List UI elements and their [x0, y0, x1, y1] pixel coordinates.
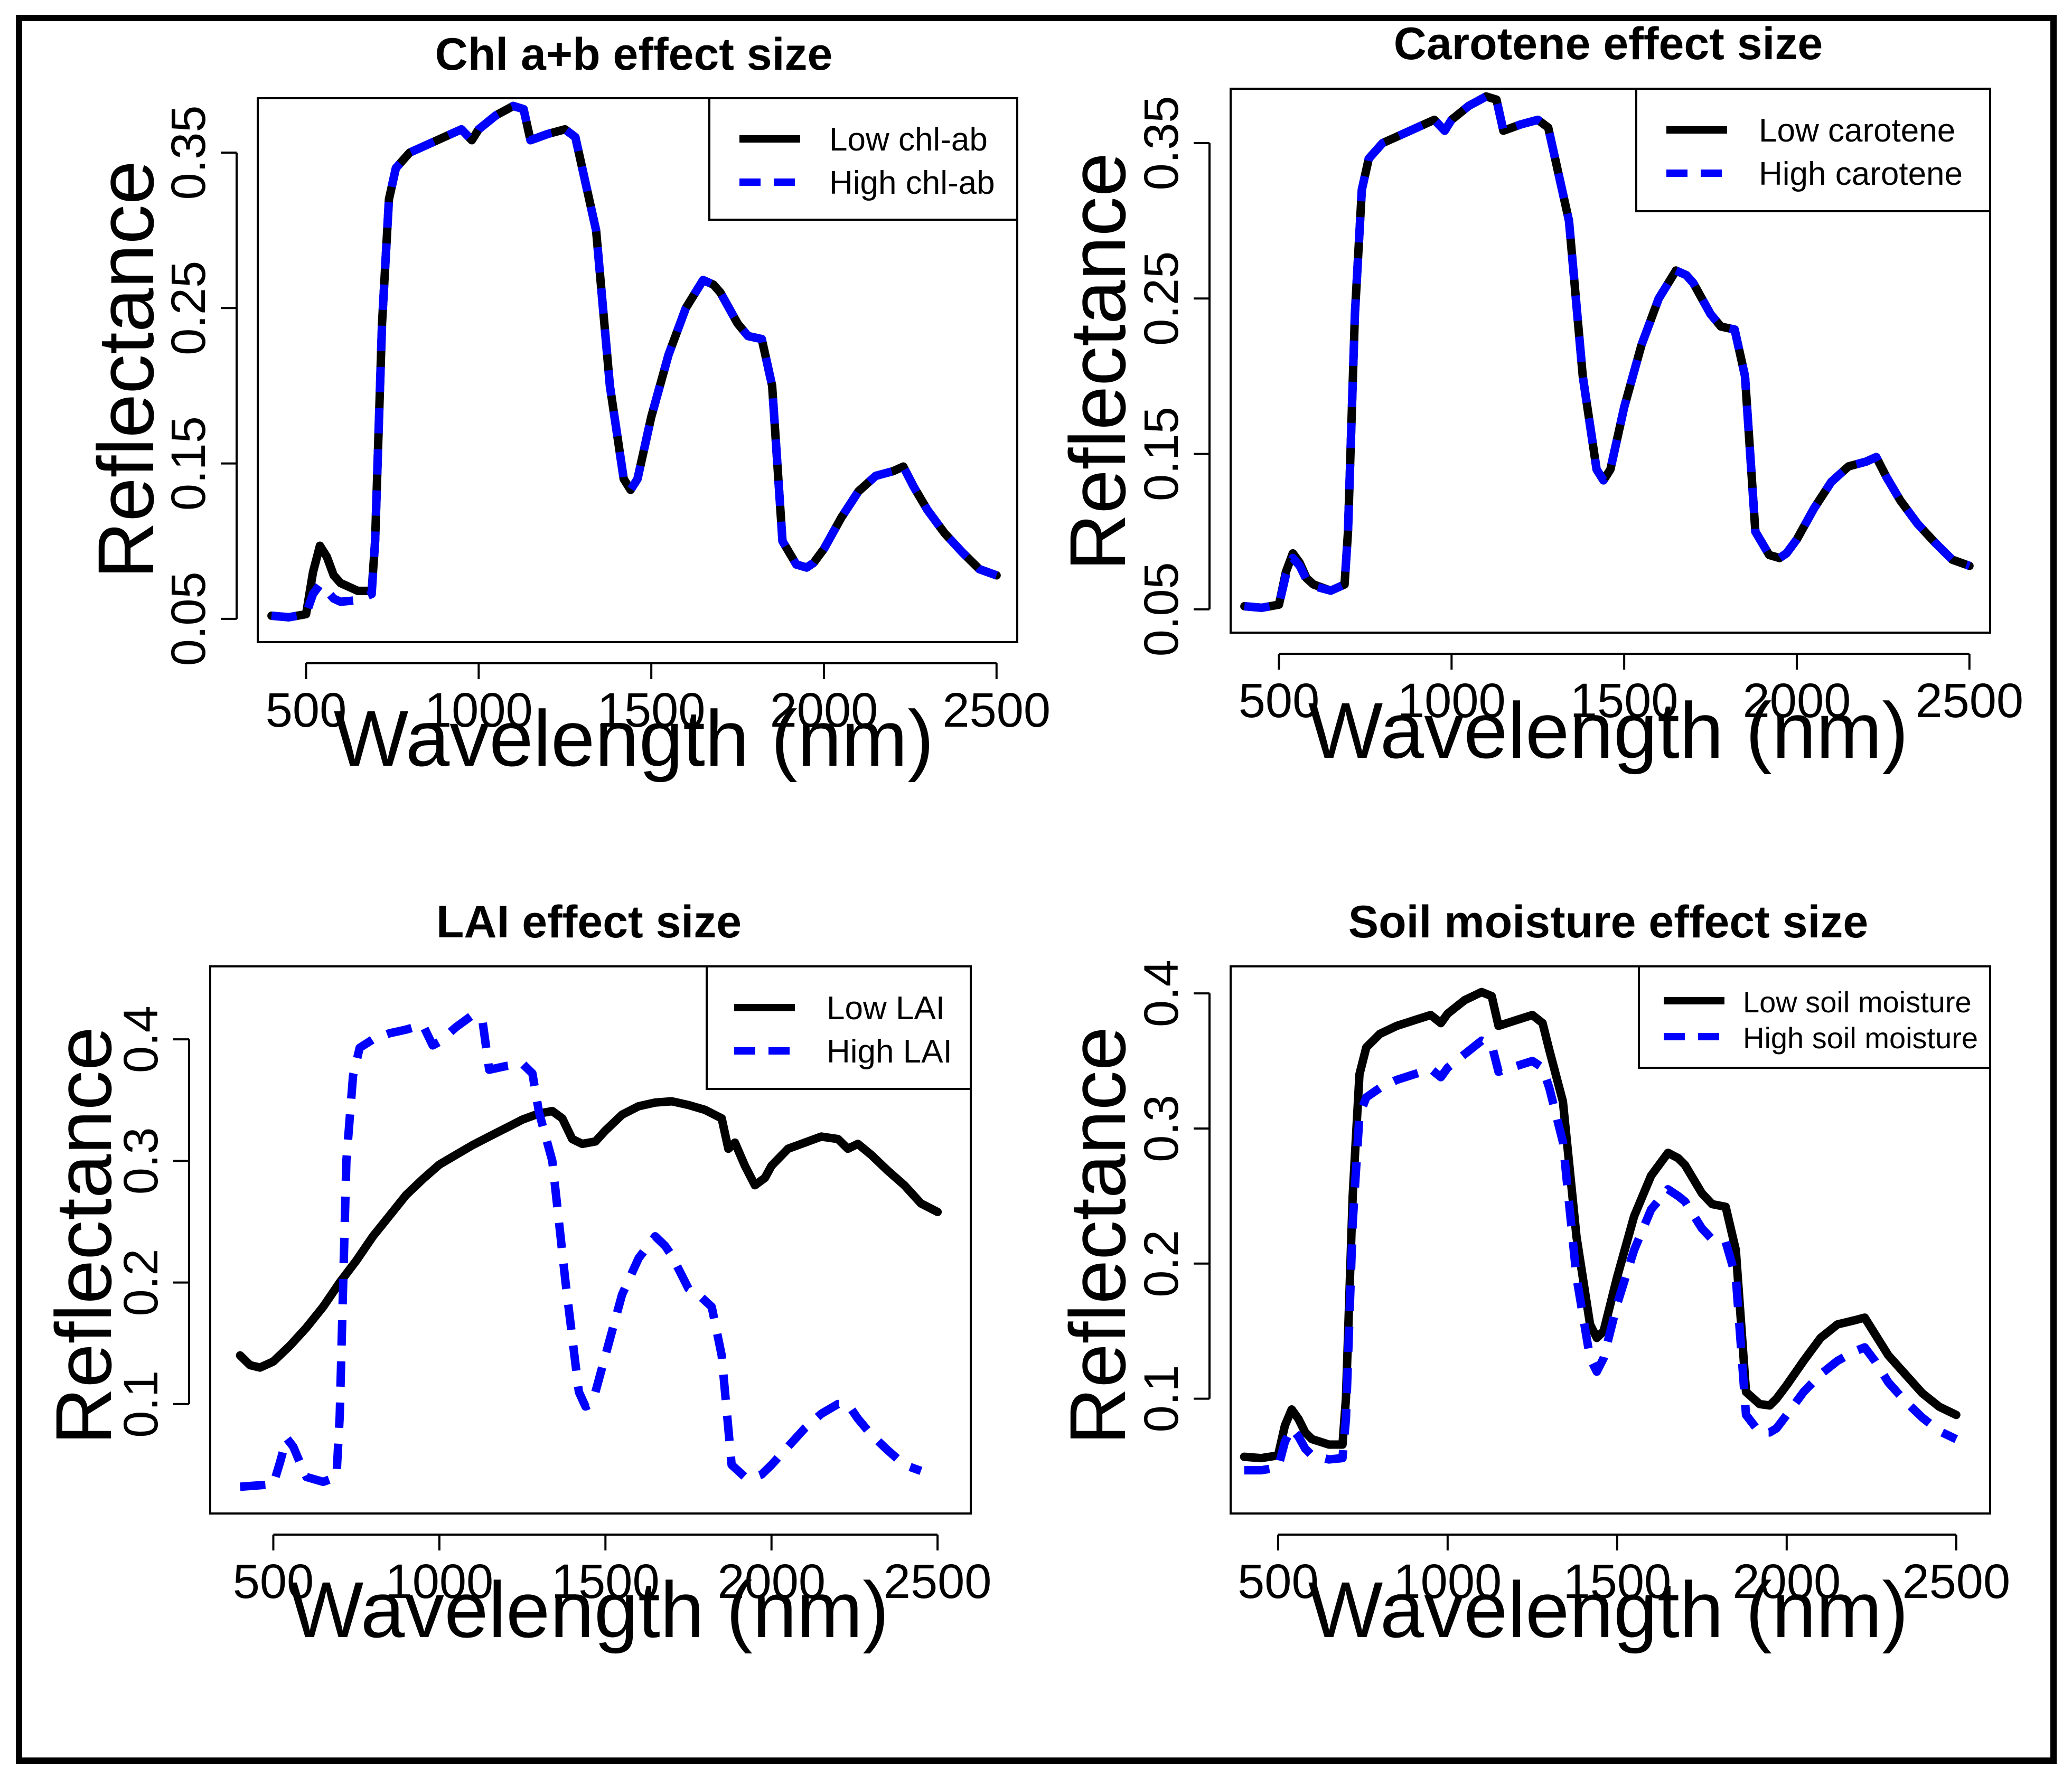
panel-4-y-tick-label: 0.1 — [1135, 1365, 1188, 1433]
panel-2-x-axis: 500 1000 1500 2000 2500 — [1239, 653, 2023, 728]
panel-3-series — [236, 1011, 942, 1491]
panel-1-x-tick-label: 1000 — [425, 683, 533, 737]
panel-4-x-tick-label: 1000 — [1394, 1555, 1502, 1609]
panel-1-legend-high-label: High chl-ab — [829, 165, 995, 201]
panel-4-series — [1240, 988, 1961, 1475]
panel-4-title: Soil moisture effect size — [1348, 897, 1869, 947]
panel-2-legend: Low carotene High carotene — [1635, 88, 1991, 212]
panel-3-legend: Low LAI High LAI — [706, 965, 972, 1090]
panel-4-x-tick-label: 500 — [1237, 1555, 1319, 1609]
panel-3-x-tick-label: 2500 — [884, 1555, 992, 1609]
panel-3-plot-frame — [209, 965, 972, 1515]
panel-3-x-tick-label: 1500 — [551, 1555, 660, 1609]
panel-1-legend-low-label: Low chl-ab — [829, 121, 988, 158]
panel-2-series — [1240, 92, 1974, 612]
panel-2-y-tick-label: 0.35 — [1135, 96, 1188, 190]
panel-4-y-tick-label: 0.3 — [1135, 1095, 1188, 1162]
panel-4-y-tick-label: 0.4 — [1135, 960, 1188, 1027]
panel-2-y-axis-label: Reflectance — [1053, 153, 1142, 571]
panel-2-x-tick-label: 2000 — [1743, 674, 1851, 728]
panel-1-y-axis: 0.05 0.15 0.25 0.35 — [162, 105, 238, 666]
panel-4-series-high-line — [1244, 1036, 1958, 1475]
panel-2-title: Carotene effect size — [1394, 18, 1823, 69]
panel-1-y-axis-label: Reflectance — [81, 161, 170, 579]
panel-3-x-tick-label: 2000 — [717, 1555, 826, 1609]
outer-border — [16, 15, 2057, 1764]
panel-4-plot-frame — [1230, 965, 1991, 1515]
panel-3-legend-low-label: Low LAI — [827, 990, 945, 1027]
panel-3-x-tick-label: 500 — [233, 1555, 314, 1609]
panel-1-y-tick-label: 0.05 — [162, 571, 215, 666]
panel-1-series — [267, 101, 1001, 622]
panel-4-legend-high-label: High soil moisture — [1743, 1021, 1978, 1055]
panel-1-x-tick-label: 1500 — [597, 683, 706, 737]
panel-1-x-tick-label: 500 — [266, 683, 347, 737]
panel-lai: LAI effect size 0.1 0.2 0.3 0.4 500 1000 1500… — [39, 897, 991, 1654]
panel-1-legend: Low chl-ab High chl-ab — [708, 97, 1018, 221]
panel-1-y-tick-label: 0.35 — [162, 105, 215, 200]
panel-4-legend: Low soil moisture High soil moisture — [1638, 965, 1991, 1069]
panel-3-y-axis-label: Reflectance — [39, 1027, 128, 1445]
panel-1-x-axis-label: Wavelength (nm) — [334, 694, 934, 783]
panel-2-series-high-line — [1244, 92, 1971, 612]
panel-2-x-tick-label: 500 — [1239, 674, 1320, 728]
panel-3-title: LAI effect size — [436, 897, 742, 947]
panel-3-series-high-line — [239, 1011, 923, 1491]
panel-2-y-tick-label: 0.25 — [1135, 251, 1188, 346]
panel-4-y-axis: 0.1 0.2 0.3 0.4 — [1135, 960, 1211, 1433]
panel-1-x-tick-label: 2000 — [770, 683, 878, 737]
panel-chl-ab: Chl a+b effect size 0.05 0.15 0.25 0.35 500… — [81, 29, 1051, 783]
panel-4-x-axis: 500 1000 1500 2000 2500 — [1237, 1534, 2010, 1609]
panel-3-x-axis: 500 1000 1500 2000 2500 — [233, 1534, 992, 1609]
panel-2-y-tick-label: 0.05 — [1135, 562, 1188, 656]
panel-1-x-tick-label: 2500 — [942, 683, 1051, 737]
panel-soil-moisture: Soil moisture effect size 0.1 0.2 0.3 0.4 5… — [1053, 897, 2010, 1654]
panel-4-legend-low-label: Low soil moisture — [1743, 985, 1972, 1019]
panel-carotene: Carotene effect size 0.05 0.15 0.25 0.35 50… — [1053, 18, 2023, 775]
panel-1-y-tick-label: 0.25 — [162, 261, 215, 355]
panel-4-y-tick-label: 0.2 — [1135, 1230, 1188, 1298]
panel-3-y-tick-label: 0.3 — [114, 1127, 168, 1195]
panel-1-legend-box — [708, 97, 1018, 221]
panel-2-y-axis: 0.05 0.15 0.25 0.35 — [1135, 96, 1211, 656]
panel-4-x-tick-label: 2500 — [1902, 1555, 2010, 1609]
panel-2-x-axis-label: Wavelength (nm) — [1308, 686, 1909, 775]
panel-3-x-tick-label: 1000 — [386, 1555, 494, 1609]
panel-2-legend-box — [1635, 88, 1991, 212]
panel-3-y-axis: 0.1 0.2 0.3 0.4 — [114, 1005, 190, 1438]
panel-3-y-tick-label: 0.4 — [114, 1005, 168, 1073]
panel-4-x-tick-label: 1500 — [1563, 1555, 1672, 1609]
panel-3-series-low-line — [236, 1097, 942, 1372]
panel-4-legend-box — [1638, 965, 1991, 1069]
panel-1-y-tick-label: 0.15 — [162, 416, 215, 511]
panel-4-x-tick-label: 2000 — [1732, 1555, 1841, 1609]
panel-3-legend-box — [706, 965, 972, 1090]
panel-2-x-tick-label: 2500 — [1915, 674, 2023, 728]
panel-1-x-axis: 500 1000 1500 2000 2500 — [266, 662, 1051, 737]
panel-4-x-axis-label: Wavelength (nm) — [1308, 1565, 1909, 1654]
panel-1-plot-frame — [257, 97, 1018, 643]
panel-2-x-tick-label: 1500 — [1570, 674, 1679, 728]
panel-1-title: Chl a+b effect size — [435, 29, 833, 80]
panel-2-y-tick-label: 0.15 — [1135, 407, 1188, 501]
panel-2-x-tick-label: 1000 — [1398, 674, 1506, 728]
panel-1-series-high-line — [271, 101, 998, 622]
panel-3-y-tick-label: 0.1 — [114, 1370, 168, 1438]
panel-3-legend-high-label: High LAI — [827, 1033, 952, 1070]
panel-2-legend-low-label: Low carotene — [1759, 112, 1955, 149]
panel-4-y-axis-label: Reflectance — [1053, 1027, 1142, 1445]
panel-2-legend-high-label: High carotene — [1759, 156, 1963, 192]
panel-2-plot-frame — [1230, 88, 1991, 634]
panel-3-x-axis-label: Wavelength (nm) — [289, 1565, 889, 1654]
panel-3-y-tick-label: 0.2 — [114, 1249, 168, 1317]
